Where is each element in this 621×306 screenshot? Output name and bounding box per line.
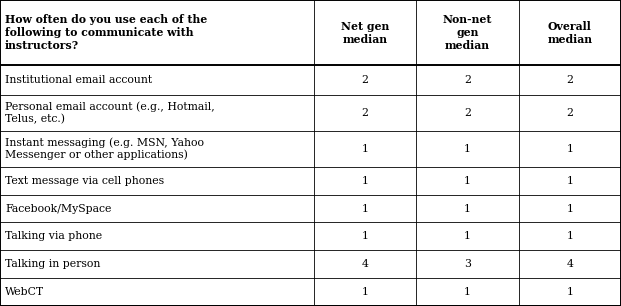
Text: Net gen
median: Net gen median [341,21,389,45]
Text: 1: 1 [464,287,471,297]
Text: 1: 1 [464,144,471,154]
Text: 1: 1 [566,203,573,214]
Text: 1: 1 [464,176,471,186]
Text: 2: 2 [464,108,471,118]
Text: Instant messaging (e.g. MSN, Yahoo
Messenger or other applications): Instant messaging (e.g. MSN, Yahoo Messe… [5,137,204,160]
Text: How often do you use each of the
following to communicate with
instructors?: How often do you use each of the followi… [5,14,207,51]
Text: 1: 1 [464,231,471,241]
Text: 1: 1 [566,176,573,186]
Text: 2: 2 [464,75,471,85]
Text: Facebook/MySpace: Facebook/MySpace [5,203,111,214]
Text: 1: 1 [361,231,368,241]
Text: 2: 2 [566,75,573,85]
Text: Talking via phone: Talking via phone [5,231,102,241]
Text: Non-net
gen
median: Non-net gen median [443,14,492,51]
Text: 4: 4 [566,259,573,269]
Text: Overall
median: Overall median [547,21,592,45]
Text: 1: 1 [566,287,573,297]
Text: 1: 1 [464,203,471,214]
Text: 1: 1 [566,231,573,241]
Text: 1: 1 [566,144,573,154]
Text: 1: 1 [361,144,368,154]
Text: 1: 1 [361,203,368,214]
Text: 2: 2 [566,108,573,118]
Text: Institutional email account: Institutional email account [5,75,152,85]
Text: WebCT: WebCT [5,287,44,297]
Text: 3: 3 [464,259,471,269]
Text: 2: 2 [361,108,368,118]
Text: Talking in person: Talking in person [5,259,101,269]
Text: 1: 1 [361,176,368,186]
Text: 1: 1 [361,287,368,297]
Text: Personal email account (e.g., Hotmail,
Telus, etc.): Personal email account (e.g., Hotmail, T… [5,102,215,124]
Text: 4: 4 [361,259,368,269]
Text: 2: 2 [361,75,368,85]
Text: Text message via cell phones: Text message via cell phones [5,176,164,186]
